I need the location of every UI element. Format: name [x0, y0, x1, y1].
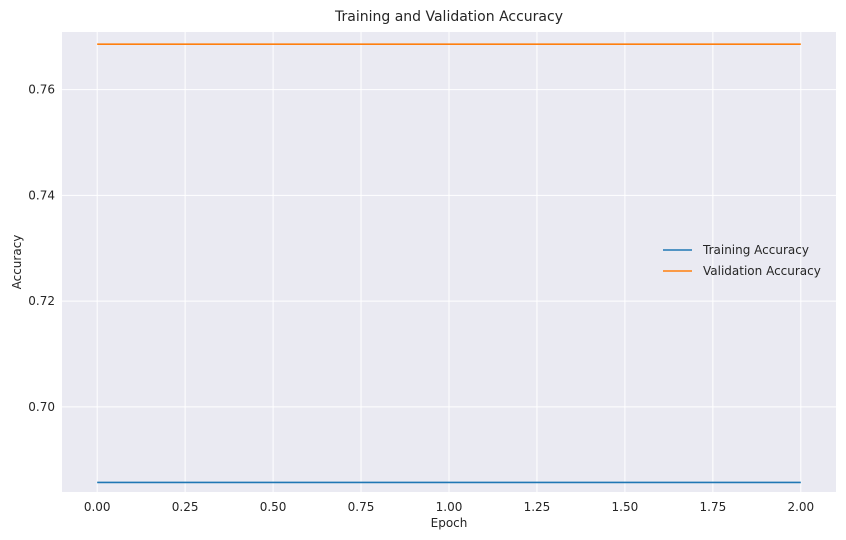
x-tick-label: 1.25: [524, 500, 551, 514]
series-lines: [97, 43, 801, 484]
x-tick-label: 1.75: [700, 500, 727, 514]
legend: Training Accuracy Validation Accuracy: [663, 243, 821, 278]
y-tick-label: 0.72: [28, 294, 55, 308]
x-tick-label: 2.00: [787, 500, 814, 514]
x-tick-label: 0.00: [84, 500, 111, 514]
y-tick-labels: 0.70 0.72 0.74 0.76: [28, 83, 55, 414]
legend-label: Validation Accuracy: [703, 264, 821, 278]
x-tick-labels: 0.00 0.25 0.50 0.75 1.00 1.25 1.50 1.75 2.00: [84, 500, 814, 514]
x-tick-label: 1.00: [436, 500, 463, 514]
x-tick-label: 1.50: [612, 500, 639, 514]
x-tick-label: 0.25: [172, 500, 199, 514]
chart-title: Training and Validation Accuracy: [334, 9, 563, 25]
y-tick-label: 0.76: [28, 83, 55, 97]
y-axis-label: Accuracy: [10, 235, 24, 290]
x-tick-label: 0.75: [348, 500, 375, 514]
legend-label: Training Accuracy: [702, 243, 809, 257]
y-tick-label: 0.74: [28, 188, 55, 202]
y-tick-label: 0.70: [28, 400, 55, 414]
x-tick-label: 0.50: [260, 500, 287, 514]
grid: [62, 32, 836, 492]
x-axis-label: Epoch: [431, 516, 468, 530]
